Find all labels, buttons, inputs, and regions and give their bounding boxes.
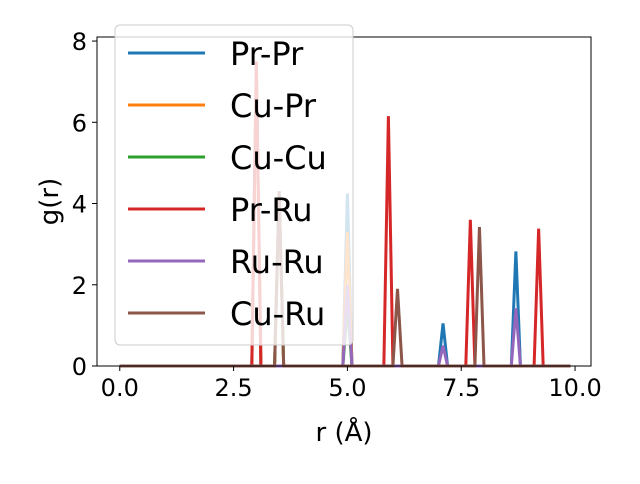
x-tick-label: 10.0 (548, 374, 601, 402)
y-tick-label: 8 (72, 28, 87, 56)
y-axis: 0 2 4 6 8 (72, 28, 97, 381)
legend-label-cu-cu: Cu-Cu (230, 139, 327, 177)
legend: Pr-Pr Cu-Pr Cu-Cu Pr-Ru Ru-Ru Cu-Ru (114, 24, 354, 346)
legend-label-cu-pr: Cu-Pr (230, 87, 317, 125)
y-axis-label: g(r) (35, 178, 65, 225)
y-tick-label: 4 (72, 191, 87, 219)
x-axis-label: r (Å) (315, 416, 372, 448)
x-tick-label: 5.0 (328, 374, 366, 402)
x-tick-label: 2.5 (215, 374, 253, 402)
legend-label-ru-ru: Ru-Ru (230, 243, 324, 281)
y-tick-label: 2 (72, 272, 87, 300)
legend-label-pr-ru: Pr-Ru (230, 191, 312, 229)
y-tick-label: 0 (72, 353, 87, 381)
x-axis: 0.0 2.5 5.0 7.5 10.0 (101, 366, 602, 402)
x-tick-label: 0.0 (101, 374, 139, 402)
legend-label-cu-ru: Cu-Ru (230, 295, 325, 333)
legend-label-pr-pr: Pr-Pr (230, 35, 304, 73)
y-tick-label: 6 (72, 109, 87, 137)
x-tick-label: 7.5 (442, 374, 480, 402)
